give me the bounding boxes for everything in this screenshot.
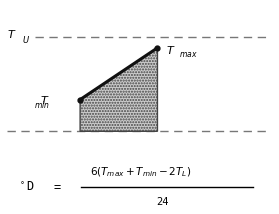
Text: =: =: [54, 181, 61, 194]
Text: 24: 24: [157, 197, 169, 207]
Text: $min$: $min$: [34, 99, 50, 110]
Text: $^\circ$D: $^\circ$D: [18, 181, 35, 194]
Text: $U$: $U$: [22, 34, 30, 45]
Text: $max$: $max$: [179, 50, 198, 59]
Polygon shape: [80, 48, 157, 131]
Text: $T$: $T$: [7, 28, 16, 40]
Text: $T$: $T$: [40, 94, 50, 106]
Text: $6(T_{max} + T_{min} - 2T_L)$: $6(T_{max} + T_{min} - 2T_L)$: [90, 166, 191, 179]
Text: $T$: $T$: [166, 44, 175, 56]
